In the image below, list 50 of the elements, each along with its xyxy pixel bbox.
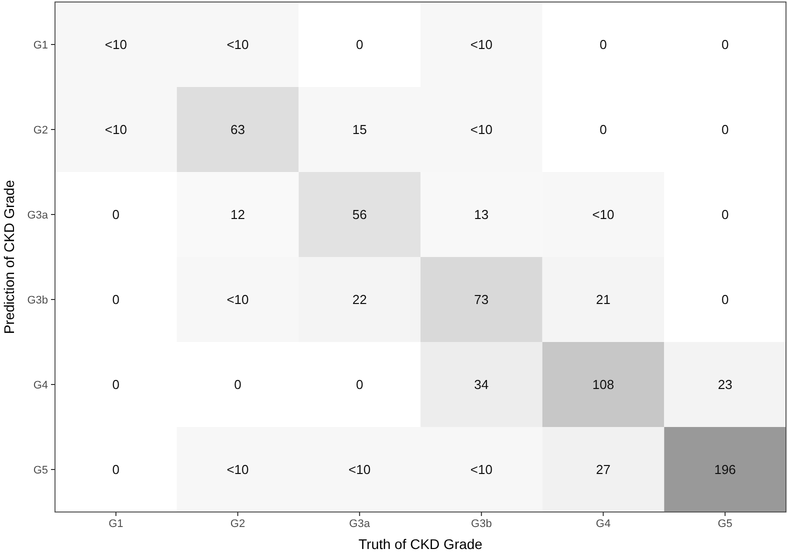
text: <10 [470,462,492,478]
data-label: 34 [474,377,489,392]
data-label: 0 [721,207,729,222]
y-axis-title: Prediction of CKD Grade [1,180,17,334]
data-label: 21 [596,292,610,308]
y-tick-label: G2 [33,124,48,136]
data-label: 13 [474,207,489,222]
x-axis-title: Truth of CKD Grade [358,536,483,552]
data-label: 0 [356,377,364,392]
data-label: 0 [721,292,729,308]
y-tick-label: G5 [33,464,48,476]
data-label: 15 [352,122,367,138]
text: <10 [226,292,249,308]
data-label: 12 [230,207,245,222]
y-tick-label: G4 [33,379,48,392]
data-label: 108 [592,377,614,392]
data-label: 0 [112,462,120,478]
data-label: 196 [714,462,736,478]
y-tick-label: G3a [27,209,49,222]
data-label: 0 [112,207,120,222]
x-tick-label: G1 [108,518,124,530]
y-tick-label: G3b [27,294,48,306]
text: <10 [226,462,249,478]
data-label: 0 [356,37,364,52]
x-tick-label: G2 [230,518,246,530]
data-label: 27 [596,462,610,478]
x-tick-label: G3b [471,518,492,530]
data-label: 0 [600,122,607,138]
data-label: 0 [112,292,120,308]
text: <10 [104,122,127,138]
text: <10 [592,207,614,222]
y-tick-label: G1 [33,39,48,52]
x-tick-label: G5 [718,518,732,530]
data-label: 0 [234,377,242,392]
x-tick-label: G3a [349,518,371,530]
data-label: 0 [721,122,729,138]
data-label: 0 [600,37,607,52]
text: <10 [226,37,249,52]
text: <10 [470,122,492,138]
data-label: 22 [352,292,367,308]
data-label: 0 [721,37,729,52]
text: <10 [104,37,127,52]
data-label: 63 [230,122,245,138]
text: <10 [348,462,371,478]
data-label: 73 [474,292,489,308]
data-label: 23 [718,377,732,392]
x-tick-label: G4 [596,518,611,530]
data-label: 56 [352,207,367,222]
text: <10 [470,37,492,52]
data-label: 0 [112,377,120,392]
